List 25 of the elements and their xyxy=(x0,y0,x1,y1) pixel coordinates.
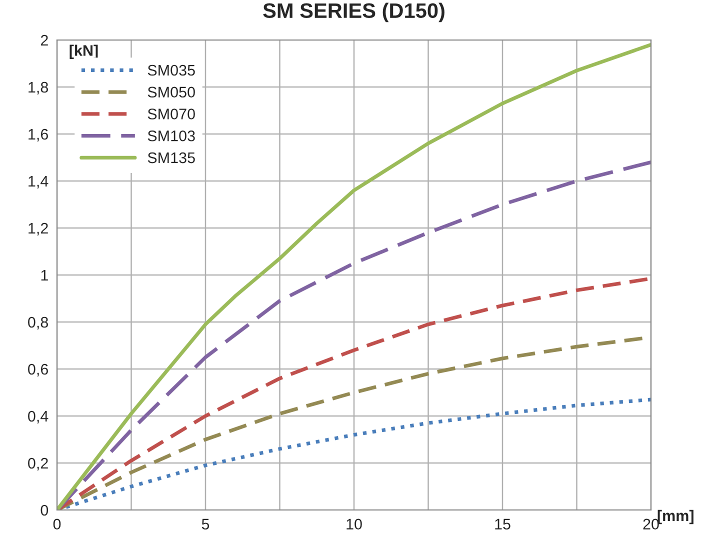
x-tick-label: 0 xyxy=(53,518,61,530)
y-tick-label: 0,4 xyxy=(28,410,48,424)
legend-label: SM070 xyxy=(148,108,195,120)
y-tick-label: 1,8 xyxy=(28,82,48,94)
line-series xyxy=(57,42,651,510)
y-tick-label: 1,2 xyxy=(28,222,48,236)
y-tick-label: 1,6 xyxy=(28,128,48,142)
chart-title: SM SERIES (D150) xyxy=(263,2,444,22)
y-tick-label: 0,8 xyxy=(28,316,48,330)
x-tick-label: 15 xyxy=(495,518,510,530)
legend-label: SM103 xyxy=(148,130,195,142)
y-tick-label: 2 xyxy=(40,34,48,46)
y-tick-label: 0,2 xyxy=(28,458,48,470)
y-axis-title: [kN] xyxy=(70,44,98,59)
x-tick-label: 5 xyxy=(202,518,210,530)
y-tick-label: 0,6 xyxy=(28,364,48,376)
y-tick-label: 1 xyxy=(41,270,48,281)
x-axis-title: [mm] xyxy=(658,510,694,524)
y-tick-label: 1,4 xyxy=(28,176,48,188)
x-tick-label: 20 xyxy=(643,518,659,530)
legend-label: SM035 xyxy=(148,64,195,76)
y-tick-label: 0 xyxy=(40,504,48,516)
legend-label: SM050 xyxy=(148,86,195,98)
legend-label: SM135 xyxy=(148,152,195,164)
x-tick-label: 10 xyxy=(346,518,362,530)
